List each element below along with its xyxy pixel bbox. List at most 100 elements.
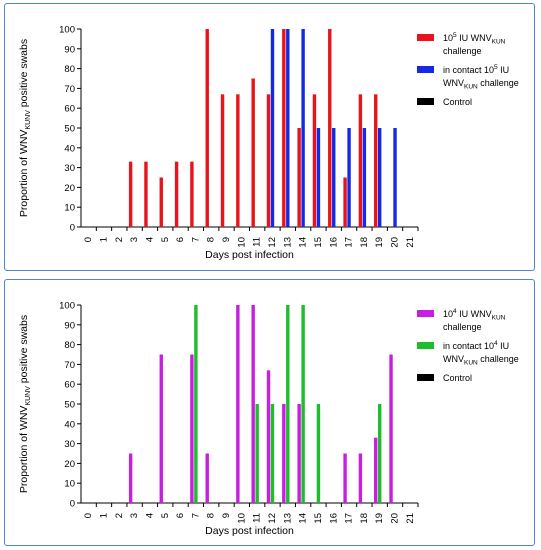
x-tick-label: 19	[374, 237, 385, 248]
x-tick-label: 17	[344, 513, 355, 524]
x-tick-label: 16	[328, 237, 339, 248]
bar-series-1-day-7	[190, 354, 194, 503]
legend-label-3: Control	[443, 373, 472, 383]
y-tick-label: 20	[64, 183, 75, 194]
y-tick-label: 0	[70, 499, 75, 510]
x-axis-label: Days post infection	[205, 525, 294, 537]
legend-label-1: 104 IU WNVKUN	[443, 308, 506, 322]
bar-series-2-day-20	[393, 128, 397, 227]
y-tick-label: 100	[59, 25, 75, 36]
bar-series-1-day-17	[343, 177, 347, 227]
x-tick-label: 14	[298, 513, 309, 524]
x-tick-label: 6	[175, 237, 186, 242]
chart-panel-bottom: 0 10 20 30 40 50 60 70 80 90 100 0 1 2 3 4 5 6 7 8 9 10 11 12 13…	[4, 279, 535, 546]
y-tick-label: 50	[64, 400, 75, 411]
x-tick-label: 2	[114, 513, 125, 518]
bar-series-1-day-3	[128, 161, 133, 227]
bar-series-2-day-15	[316, 128, 321, 227]
x-tick-label: 4	[144, 237, 155, 242]
legend-swatch-2	[417, 342, 434, 349]
legend-label-2: in contact 105 IU	[443, 64, 509, 75]
x-tick-label: 15	[313, 237, 324, 248]
bar-series-1-day-3	[128, 453, 133, 503]
bar-series-1-day-12	[266, 94, 271, 227]
legend-label-3: Control	[443, 97, 472, 107]
bar-series-1-day-17	[343, 453, 347, 503]
y-tick-label: 90	[64, 320, 75, 331]
y-tick-label: 10	[64, 203, 75, 214]
bar-series-2-day-15	[316, 404, 321, 503]
y-tick-label: 70	[64, 84, 75, 95]
x-tick-label: 20	[390, 237, 401, 248]
legend-label-1: challenge	[443, 322, 482, 332]
x-tick-label: 19	[374, 513, 385, 524]
chart-panel-top: 0 10 20 30 40 50 60 70 80 90 100 0 1 2 3 4 5 6 7 8 9 10 11 12 13…	[4, 3, 535, 271]
x-tick-label: 13	[282, 513, 293, 524]
x-tick-label: 8	[206, 237, 217, 242]
y-tick-label: 40	[64, 143, 75, 154]
bar-series-1-day-14	[297, 128, 301, 227]
bar-series-1-day-11	[251, 78, 255, 227]
legend-label-1: 105 IU WNVKUN	[443, 32, 506, 46]
y-tick-label: 0	[70, 223, 75, 234]
bar-series-2-day-14	[301, 305, 305, 503]
bar-series-2-day-14	[301, 29, 305, 227]
x-tick-label: 11	[252, 237, 263, 247]
legend-label-2: WNVKUN challenge	[443, 354, 519, 367]
x-tick-label: 21	[405, 237, 416, 248]
y-tick-label: 30	[64, 163, 75, 174]
bar-series-2-day-17	[347, 128, 351, 227]
x-tick-label: 0	[83, 237, 94, 242]
x-tick-label: 0	[83, 513, 94, 518]
bar-series-1-day-6	[174, 161, 179, 227]
bar-series-1-day-8	[205, 29, 209, 227]
bar-series-1-day-10	[236, 94, 240, 227]
bar-series-1-day-13	[282, 404, 286, 503]
y-tick-label: 60	[64, 104, 75, 115]
x-tick-label: 9	[221, 237, 232, 242]
bar-series-1-day-19	[374, 437, 378, 503]
x-tick-label: 16	[328, 513, 339, 524]
x-tick-label: 4	[144, 513, 155, 518]
y-tick-label: 40	[64, 419, 75, 430]
bar-series-2-day-13	[286, 29, 290, 227]
bar-series-1-day-18	[358, 94, 363, 227]
legend-swatch-1	[417, 310, 434, 317]
bar-series-2-day-7	[194, 305, 198, 503]
legend-swatch-3	[417, 374, 434, 381]
bar-series-2-day-18	[362, 128, 367, 227]
y-tick-label: 20	[64, 459, 75, 470]
bar-series-1-day-12	[266, 370, 271, 503]
legend-swatch-1	[417, 34, 434, 41]
bar-series-2-day-12	[270, 29, 275, 227]
x-tick-label: 11	[252, 513, 263, 523]
bar-series-2-day-13	[286, 305, 290, 503]
bar-series-1-day-8	[205, 453, 209, 503]
y-tick-label: 50	[64, 124, 75, 135]
x-tick-label: 15	[313, 513, 324, 524]
y-tick-label: 30	[64, 439, 75, 450]
x-tick-label: 3	[129, 513, 140, 518]
bar-series-1-day-14	[297, 404, 301, 503]
x-tick-label: 20	[390, 513, 401, 524]
y-tick-label: 60	[64, 380, 75, 391]
legend-label-2: WNVKUN challenge	[443, 78, 519, 91]
x-tick-label: 10	[236, 513, 247, 524]
bar-series-2-day-16	[332, 128, 336, 227]
x-tick-label: 9	[221, 513, 232, 518]
y-axis-label: Proportion of WNVKUNV positive swabs	[18, 39, 32, 217]
bar-series-1-day-20	[389, 354, 393, 503]
x-tick-label: 7	[190, 513, 201, 518]
y-tick-label: 10	[64, 479, 75, 490]
x-tick-label: 12	[267, 513, 278, 524]
x-tick-label: 6	[175, 513, 186, 518]
bar-series-1-day-5	[159, 177, 163, 227]
x-tick-label: 8	[206, 513, 217, 518]
x-tick-label: 5	[160, 237, 171, 242]
legend-label-1: challenge	[443, 46, 482, 56]
bar-series-1-day-11	[251, 305, 255, 503]
x-tick-label: 10	[236, 237, 247, 248]
x-tick-label: 14	[298, 237, 309, 248]
